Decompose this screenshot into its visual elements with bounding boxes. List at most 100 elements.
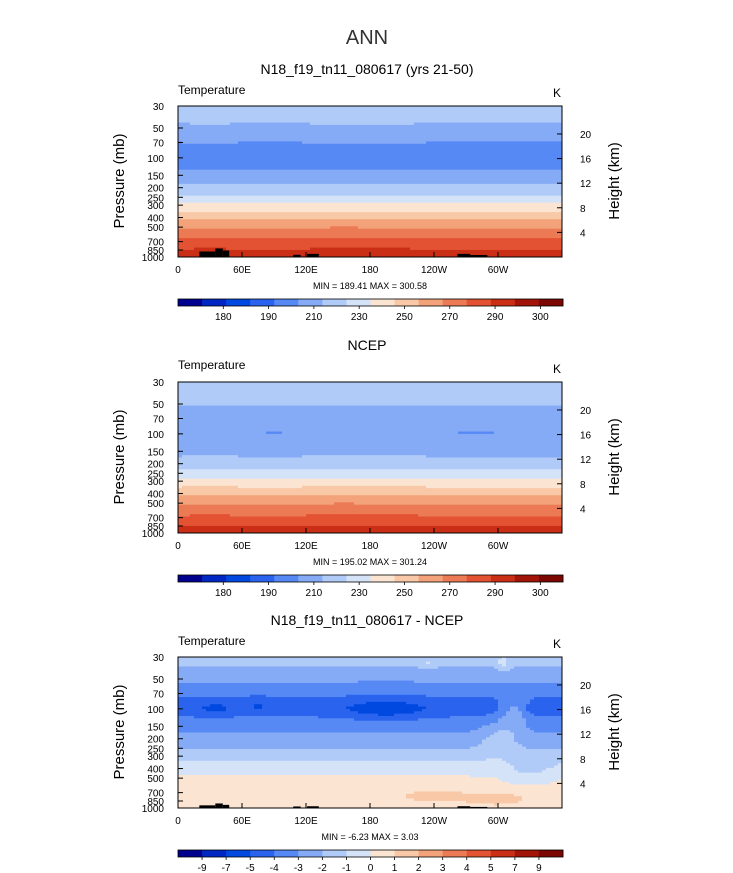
contour-cell	[178, 671, 562, 675]
contour-cell	[458, 431, 495, 435]
contour-cell	[478, 744, 523, 748]
contour-cell	[506, 713, 523, 717]
x-tick-label: 60E	[233, 265, 251, 276]
contour-cell	[178, 164, 562, 168]
y-tick-label: 100	[147, 705, 164, 716]
contour-cell	[178, 426, 562, 430]
contour-cell	[178, 221, 562, 225]
contour-cell	[546, 767, 562, 771]
contour-cell	[482, 725, 527, 729]
contour-cell	[358, 711, 415, 715]
colorbar-label: 300	[532, 312, 549, 323]
contour-cell	[514, 765, 555, 769]
panel-title: N18_f19_tn11_080617 (yrs 21-50)	[260, 61, 473, 77]
contour-cell	[178, 704, 211, 708]
y2-tick-label: 20	[580, 681, 592, 692]
colorbar-label: -3	[294, 863, 303, 873]
colorbar-label: 230	[351, 588, 368, 599]
contour-cell	[254, 706, 263, 710]
contour-cell	[178, 746, 471, 750]
contour-cell	[498, 730, 511, 734]
contour-cell	[178, 167, 562, 171]
contour-cell	[558, 763, 562, 767]
contour-cell	[178, 443, 562, 447]
contour-cell	[178, 692, 562, 696]
contour-cell	[510, 763, 559, 767]
min-max-label: MIN = -6.23 MAX = 3.03	[321, 832, 418, 842]
contour-cell	[178, 195, 562, 199]
contour-cell	[238, 455, 303, 459]
contour-cell	[178, 765, 515, 769]
contour-cell	[178, 511, 562, 515]
contour-cell	[414, 711, 495, 715]
colorbar-swatch	[274, 299, 299, 306]
y2-tick-label: 8	[580, 204, 586, 215]
colorbar-swatch	[514, 299, 540, 306]
y-tick-label: 1000	[142, 529, 165, 540]
contour-cell	[178, 188, 562, 192]
contour-cell	[518, 708, 527, 712]
contour-cell	[426, 485, 562, 489]
contour-cell	[178, 396, 562, 400]
contour-cell	[238, 485, 303, 489]
contour-cell	[466, 800, 519, 804]
panel-ncep: NCEP Temperature K Pressure (mb) Height …	[111, 337, 623, 599]
contour-cell	[178, 720, 499, 724]
contour-cell	[526, 725, 562, 729]
colorbar-swatch	[250, 575, 275, 582]
colorbar-swatch	[418, 575, 444, 582]
y-tick-label: 70	[153, 689, 165, 700]
y2-tick-label: 20	[580, 406, 592, 417]
contour-cell	[518, 741, 562, 745]
contour-cell	[178, 516, 562, 520]
contour-cell	[266, 431, 283, 435]
contour-cell	[526, 718, 562, 722]
colorbar-swatch	[514, 850, 540, 857]
contour-cell	[178, 410, 562, 414]
contour-cell	[178, 478, 562, 482]
x-tick-label: 0	[175, 541, 181, 552]
colorbar-label: 0	[368, 863, 374, 873]
colorbar-label: 290	[487, 312, 504, 323]
contour-cell	[178, 398, 562, 402]
colorbar-label: -1	[342, 863, 351, 873]
contour-cell	[178, 793, 407, 797]
colorbar-swatch	[250, 299, 275, 306]
contour-cell	[178, 760, 507, 764]
colorbar-swatch	[442, 299, 468, 306]
contour-cell	[502, 715, 523, 719]
contour-cell	[226, 706, 255, 710]
contour-cell	[506, 664, 562, 668]
colorbar-swatch	[370, 575, 395, 582]
colorbar-swatch	[466, 575, 492, 582]
contour-cell	[178, 697, 495, 701]
contour-cell	[178, 207, 562, 211]
contour-cell	[430, 661, 499, 665]
contour-cell	[178, 226, 331, 230]
contour-cell	[178, 412, 562, 416]
panel-title: N18_f19_tn11_080617 - NCEP	[271, 612, 464, 628]
contour-cell	[178, 694, 251, 698]
contour-cell	[526, 706, 562, 710]
y2-tick-label: 16	[580, 431, 592, 442]
y2-tick-label: 8	[580, 755, 586, 766]
contour-cell	[178, 779, 503, 783]
contour-cell	[178, 774, 471, 778]
colorbar-swatch	[442, 575, 468, 582]
contour-cell	[190, 122, 231, 126]
y-tick-label: 100	[147, 154, 164, 165]
contour-cell	[178, 737, 487, 741]
y2-tick-label: 8	[580, 480, 586, 491]
y-axis-right-title: Height (km)	[606, 418, 623, 496]
y-tick-label: 70	[153, 414, 165, 425]
contour-cell	[502, 779, 559, 783]
contour-cell	[498, 704, 527, 708]
contour-cell	[178, 429, 562, 433]
contour-cell	[178, 160, 562, 164]
contour-cell	[330, 226, 359, 230]
land-block	[470, 255, 488, 257]
contour-cell	[226, 247, 311, 251]
contour-cell	[234, 715, 319, 719]
colorbar-label: 210	[306, 312, 323, 323]
